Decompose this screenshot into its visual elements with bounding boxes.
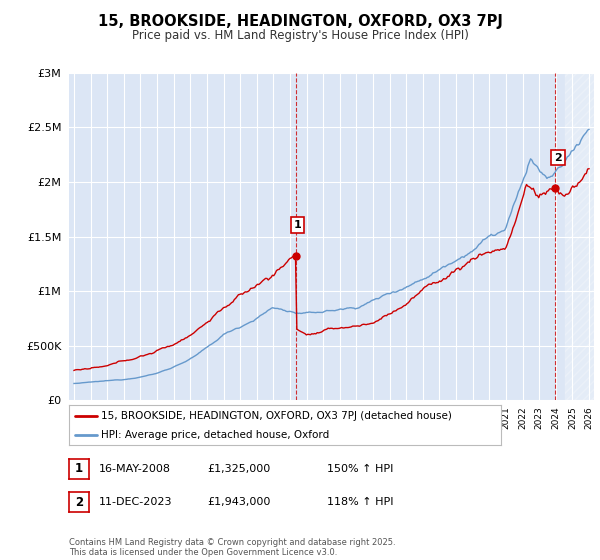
Text: 2: 2 xyxy=(75,496,83,509)
Text: 1: 1 xyxy=(75,462,83,475)
Text: Price paid vs. HM Land Registry's House Price Index (HPI): Price paid vs. HM Land Registry's House … xyxy=(131,29,469,42)
Text: 118% ↑ HPI: 118% ↑ HPI xyxy=(327,497,394,507)
Bar xyxy=(565,73,594,400)
Text: HPI: Average price, detached house, Oxford: HPI: Average price, detached house, Oxfo… xyxy=(101,430,329,440)
Text: 150% ↑ HPI: 150% ↑ HPI xyxy=(327,464,394,474)
Text: 15, BROOKSIDE, HEADINGTON, OXFORD, OX3 7PJ: 15, BROOKSIDE, HEADINGTON, OXFORD, OX3 7… xyxy=(98,14,502,29)
Text: 15, BROOKSIDE, HEADINGTON, OXFORD, OX3 7PJ (detached house): 15, BROOKSIDE, HEADINGTON, OXFORD, OX3 7… xyxy=(101,411,452,421)
Text: 16-MAY-2008: 16-MAY-2008 xyxy=(99,464,171,474)
Text: £1,943,000: £1,943,000 xyxy=(207,497,271,507)
Text: £1,325,000: £1,325,000 xyxy=(207,464,270,474)
Text: 2: 2 xyxy=(554,153,562,162)
Text: Contains HM Land Registry data © Crown copyright and database right 2025.
This d: Contains HM Land Registry data © Crown c… xyxy=(69,538,395,557)
Text: 11-DEC-2023: 11-DEC-2023 xyxy=(99,497,173,507)
Text: 1: 1 xyxy=(294,220,302,230)
